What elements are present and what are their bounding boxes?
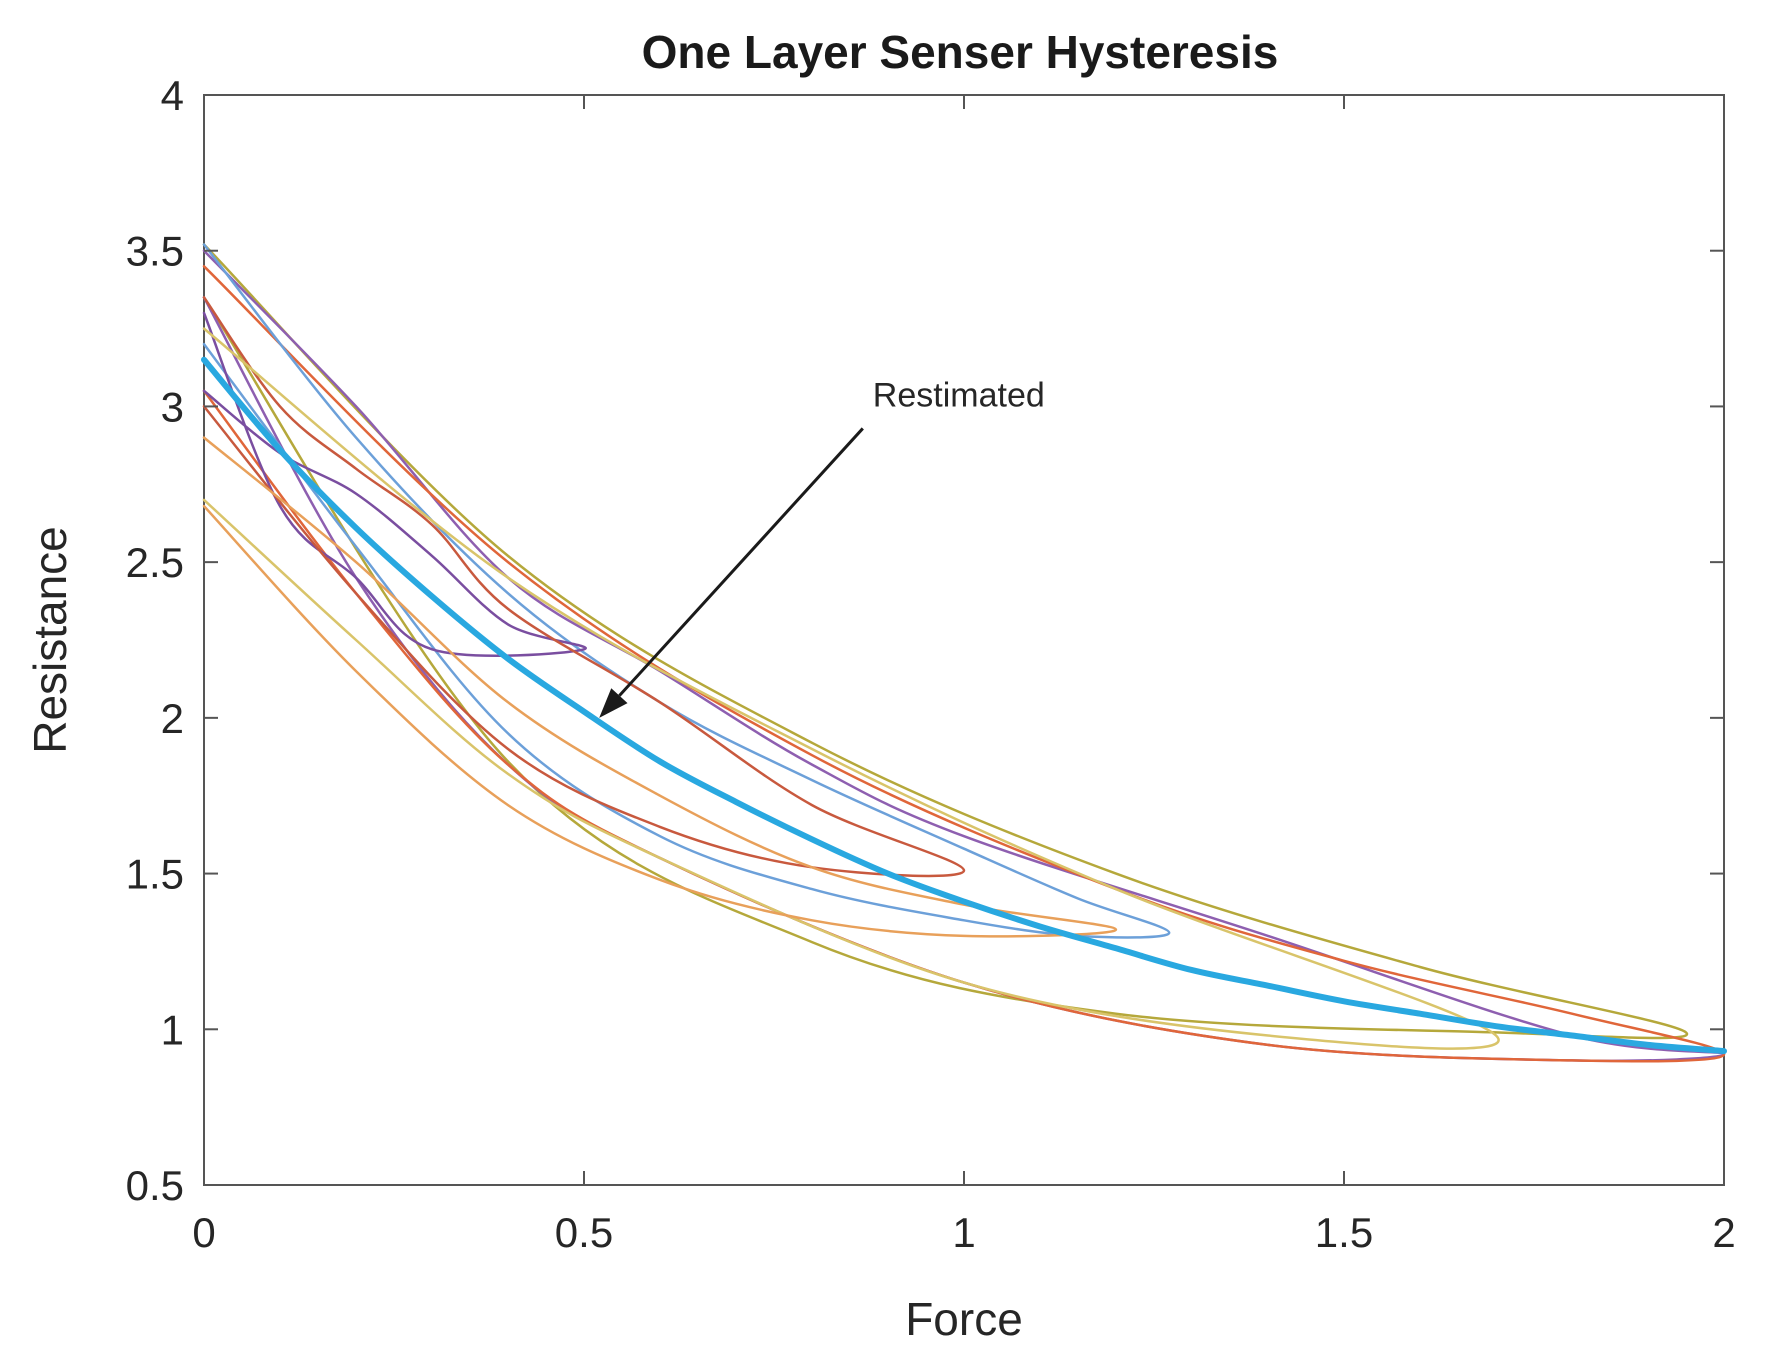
x-tick-label: 1	[952, 1209, 975, 1256]
series-line-3	[202, 265, 1726, 1063]
series-line-5	[202, 311, 587, 657]
y-tick-label: 3	[161, 383, 184, 430]
ticks-layer: 0 0.5 1 1.5 20.511.522.533.54	[126, 72, 1736, 1256]
series-line-1	[202, 243, 1689, 1040]
y-tick-label: 0.5	[126, 1162, 184, 1209]
y-tick-label: 4	[161, 72, 184, 119]
estimated-layer	[201, 356, 1727, 1055]
series-layer	[202, 243, 1726, 1063]
estimated-curve	[201, 356, 1727, 1055]
y-tick-label: 2.5	[126, 539, 184, 586]
series-line-8	[202, 436, 1118, 938]
annotation-label: Restimated	[873, 376, 1045, 414]
series-line-6	[202, 296, 966, 878]
annotation-layer: Restimated	[599, 376, 1045, 718]
x-tick-label: 1.5	[1315, 1209, 1373, 1256]
series-line-4	[202, 243, 1171, 939]
y-tick-label: 1.5	[126, 851, 184, 898]
chart-title: One Layer Senser Hysteresis	[642, 26, 1279, 78]
y-tick-label: 3.5	[126, 228, 184, 275]
series-line-7	[202, 327, 1500, 1050]
x-tick-label: 0	[192, 1209, 215, 1256]
x-tick-label: 0.5	[555, 1209, 613, 1256]
annotation-arrowhead	[599, 688, 628, 718]
plot-area	[203, 94, 1725, 1186]
y-tick-label: 2	[161, 695, 184, 742]
y-axis-label: Resistance	[24, 526, 76, 754]
x-tick-label: 2	[1712, 1209, 1735, 1256]
x-axis-label: Force	[905, 1293, 1023, 1345]
y-tick-label: 1	[161, 1006, 184, 1053]
annotation-arrow	[618, 427, 864, 697]
